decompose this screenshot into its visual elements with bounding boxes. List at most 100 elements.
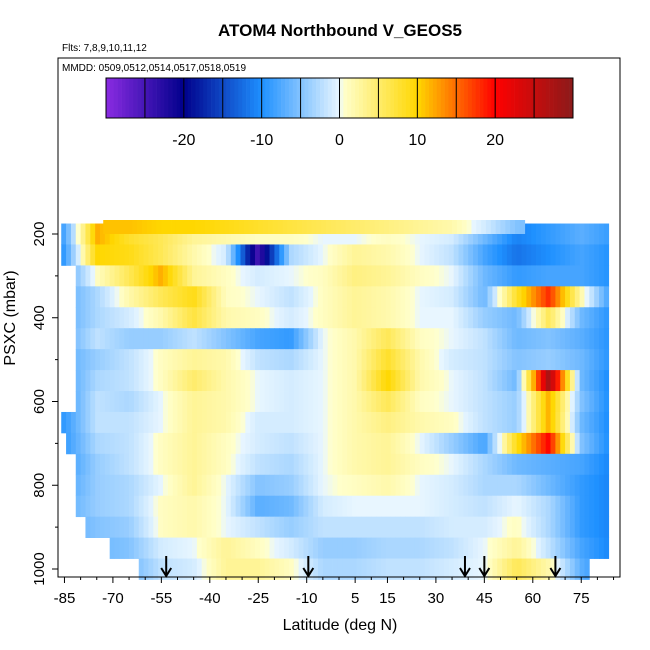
colorbar-segment (526, 78, 531, 118)
colorbar-segment (230, 78, 235, 118)
heatmap-cell (531, 328, 537, 350)
heatmap-cell (376, 495, 382, 518)
heatmap-cell (482, 495, 488, 518)
heatmap-cell (473, 516, 479, 538)
heatmap-cell (569, 495, 576, 518)
heatmap-cell (380, 495, 387, 518)
heatmap-cell (308, 474, 314, 497)
heatmap-cell (594, 286, 600, 308)
heatmap-cell (473, 537, 479, 559)
heatmap-cell (560, 474, 566, 497)
heatmap-cell (410, 453, 416, 476)
heatmap-cell (293, 516, 300, 538)
heatmap-cell (599, 537, 605, 559)
heatmap-cell (347, 411, 353, 434)
heatmap-cell (230, 453, 237, 476)
heatmap-cell (448, 370, 455, 392)
heatmap-cell (162, 474, 169, 497)
heatmap-cell (138, 453, 144, 476)
heatmap-cell (245, 286, 251, 308)
heatmap-cell (419, 244, 425, 266)
heatmap-cell (550, 244, 556, 266)
heatmap-cell (584, 328, 590, 350)
heatmap-cell (293, 495, 300, 518)
heatmap-cell (322, 286, 329, 308)
heatmap-cell (288, 244, 295, 266)
heatmap-cell (366, 537, 372, 559)
heatmap-cell (279, 516, 285, 538)
colorbar-segment (390, 78, 395, 118)
heatmap-cell (240, 265, 246, 287)
heatmap-cell (347, 244, 353, 266)
heatmap-cell (146, 220, 153, 234)
heatmap-cell (240, 328, 246, 350)
heatmap-cell (356, 370, 362, 392)
heatmap-cell (255, 349, 261, 371)
heatmap-cell (371, 328, 377, 350)
heatmap-cell (565, 537, 571, 559)
heatmap-cell (61, 223, 67, 245)
heatmap-cell (225, 558, 232, 580)
colorbar-segment (199, 78, 204, 118)
heatmap-cell (569, 474, 576, 497)
heatmap-cell (192, 244, 198, 266)
heatmap-cell (366, 391, 372, 413)
heatmap-cell (211, 265, 217, 287)
heatmap-cell (187, 244, 193, 266)
heatmap-cell (545, 558, 551, 580)
heatmap-cell (439, 286, 445, 308)
heatmap-cell (279, 453, 285, 476)
heatmap-cell (497, 307, 503, 329)
heatmap-cell (468, 307, 474, 329)
heatmap-cell (526, 516, 532, 538)
heatmap-cell (95, 349, 101, 371)
heatmap-cell (269, 453, 275, 476)
heatmap-cell (337, 370, 343, 392)
heatmap-cell (298, 370, 304, 392)
heatmap-cell (133, 432, 140, 455)
heatmap-cell (502, 391, 508, 413)
heatmap-cell (288, 223, 295, 245)
colorbar-segment (207, 78, 212, 118)
heatmap-cell (376, 265, 382, 287)
heatmap-cell (132, 220, 138, 234)
heatmap-cell (395, 349, 401, 371)
heatmap-cell (594, 244, 600, 266)
heatmap-cell (355, 220, 361, 234)
heatmap-cell (473, 307, 479, 329)
heatmap-cell (434, 244, 440, 266)
heatmap-cell (380, 516, 387, 538)
heatmap-cell (366, 307, 372, 329)
heatmap-cell (259, 474, 266, 497)
heatmap-cell (477, 286, 484, 308)
heatmap-cell (589, 474, 595, 497)
heatmap-cell (288, 411, 295, 434)
heatmap-cell (453, 286, 459, 308)
heatmap-cell (148, 349, 154, 371)
heatmap-cell (104, 244, 111, 266)
heatmap-cell (99, 223, 106, 245)
heatmap-cell (477, 474, 484, 497)
heatmap-cell (332, 349, 338, 371)
heatmap-cell (99, 495, 106, 518)
colorbar-segment (425, 78, 430, 118)
heatmap-cell (395, 286, 401, 308)
heatmap-cell (492, 244, 498, 266)
heatmap-cell (536, 370, 542, 392)
heatmap-cell (264, 537, 270, 559)
heatmap-cell (405, 328, 411, 350)
heatmap-cell (579, 328, 585, 350)
heatmap-cell (579, 349, 585, 371)
heatmap-cell (565, 370, 571, 392)
heatmap-cell (240, 370, 246, 392)
heatmap-cell (574, 432, 581, 455)
heatmap-cell (492, 349, 498, 371)
x-tick-label: 15 (379, 590, 396, 607)
heatmap-cell (114, 307, 120, 329)
heatmap-cell (269, 265, 275, 287)
heatmap-cell (389, 220, 395, 234)
heatmap-cell (182, 349, 188, 371)
heatmap-cell (603, 244, 610, 266)
heatmap-cell (376, 411, 382, 434)
heatmap-cell (599, 223, 605, 245)
